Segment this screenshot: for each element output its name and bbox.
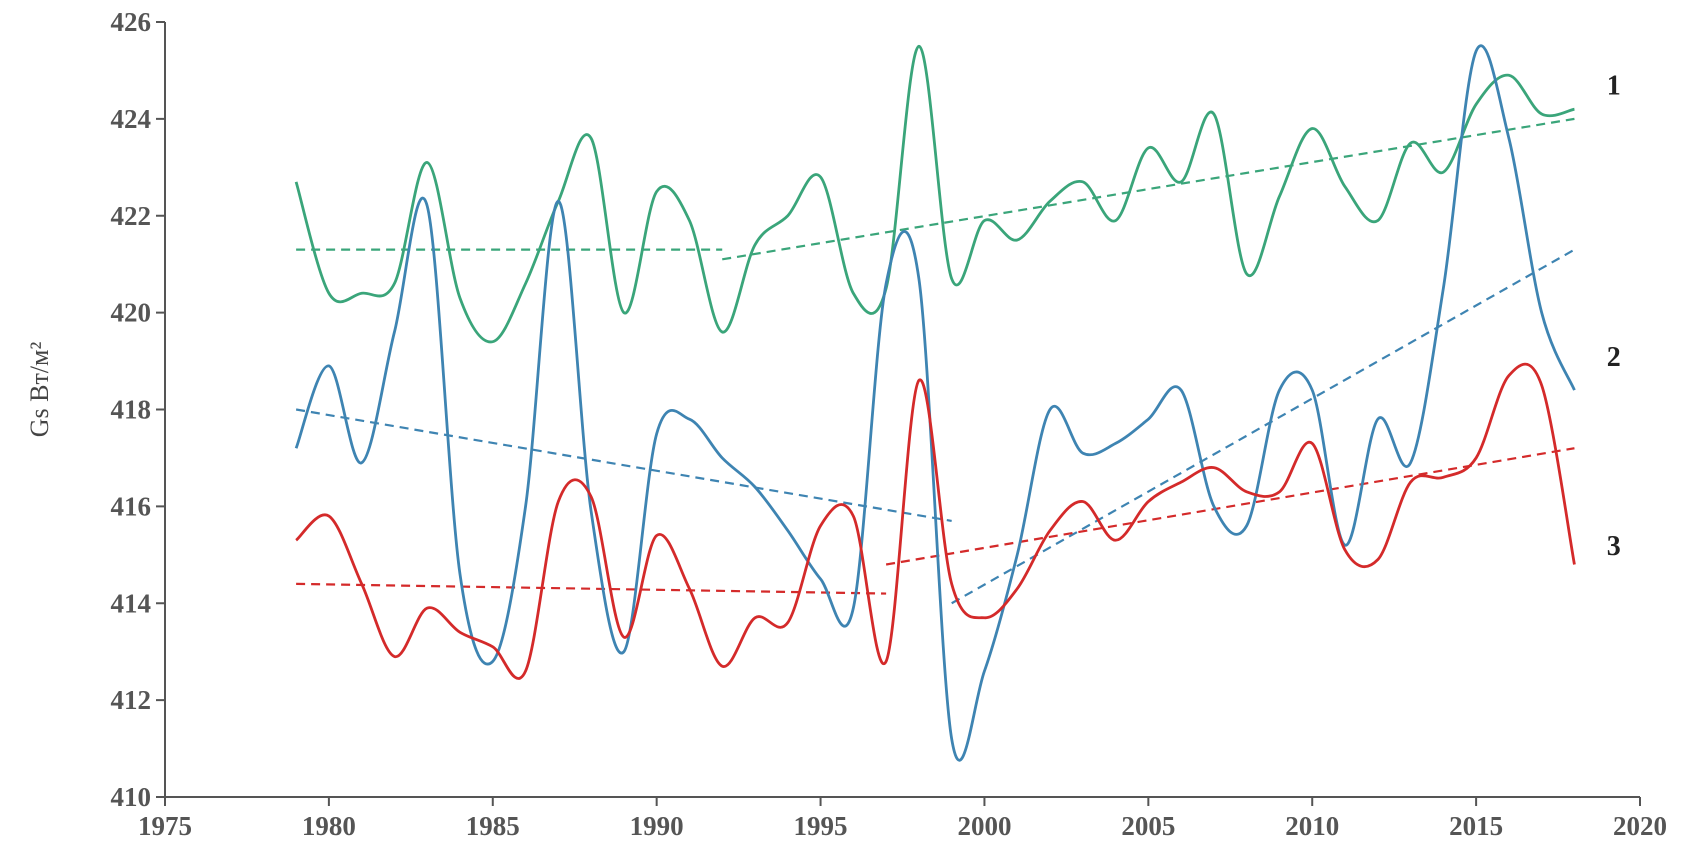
trend-line-series-3: [885, 447, 1575, 566]
series-label-2: 2: [1607, 342, 1621, 373]
trend-line-series-1: [722, 117, 1575, 261]
y-tick-label: 410: [111, 782, 152, 812]
y-axis-ticks: 410 412 414 416 418 420 422 424 426: [111, 7, 165, 812]
series-3: [295, 362, 1576, 680]
series-2: [294, 44, 1576, 762]
data-series: [294, 44, 1576, 762]
y-tick-label: 420: [111, 298, 152, 328]
y-tick-label: 426: [111, 7, 152, 37]
x-tick-label: 2020: [1613, 811, 1667, 841]
trend-line-series-2: [295, 408, 952, 522]
series-labels: 1 2 3: [1607, 71, 1621, 562]
series-1-line: [294, 44, 1575, 344]
y-tick-label: 424: [111, 104, 152, 134]
x-tick-label: 2010: [1285, 811, 1339, 841]
x-tick-label: 1990: [630, 811, 684, 841]
series-label-1: 1: [1607, 71, 1621, 102]
y-tick-label: 422: [111, 201, 152, 231]
x-axis-ticks: 1975 1980 1985 1990 1995 2000 2005 2010 2015 2020: [138, 797, 1667, 841]
y-tick-label: 412: [111, 685, 152, 715]
x-tick-label: 2015: [1449, 811, 1503, 841]
x-tick-label: 2000: [957, 811, 1011, 841]
series-1: [294, 44, 1575, 344]
x-tick-label: 1980: [302, 811, 356, 841]
trend-lines: [295, 117, 1575, 605]
x-tick-label: 1995: [794, 811, 848, 841]
x-tick-label: 1985: [466, 811, 520, 841]
y-axis-label: Gs Вт/м²: [25, 342, 54, 438]
y-tick-label: 414: [111, 588, 152, 618]
series-2-line: [294, 44, 1576, 762]
y-tick-label: 416: [111, 491, 152, 521]
trend-line-series-3: [296, 582, 887, 595]
trend-line-series-2: [951, 248, 1575, 605]
series-label-3: 3: [1607, 531, 1621, 562]
x-tick-label: 1975: [138, 811, 192, 841]
y-tick-label: 418: [111, 395, 152, 425]
x-tick-label: 2005: [1121, 811, 1175, 841]
chart-axes: [164, 22, 1640, 798]
series-3-line: [295, 362, 1576, 680]
